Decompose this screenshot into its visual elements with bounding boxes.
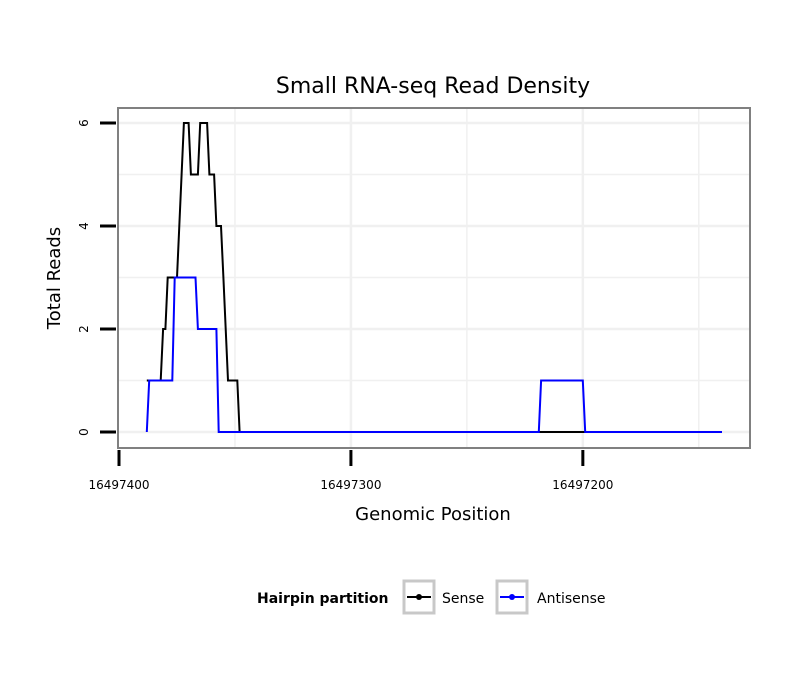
x-axis-title: Genomic Position	[355, 504, 511, 525]
grid	[118, 108, 750, 448]
x-axis: 16497400 16497300 16497200	[88, 450, 613, 492]
legend-label-sense: Sense	[442, 591, 484, 607]
y-tick-label: 2	[77, 325, 91, 333]
legend-marker-sense	[416, 594, 422, 600]
legend: Hairpin partition Sense Antisense	[257, 579, 606, 615]
series-line-antisense	[145, 276, 722, 433]
legend-title: Hairpin partition	[257, 591, 388, 607]
legend-item-sense: Sense	[402, 579, 484, 615]
y-tick-label: 6	[77, 119, 91, 127]
x-tick-label: 16497300	[320, 478, 381, 492]
y-axis-title: Total Reads	[44, 227, 65, 330]
y-axis: 0 2 4 6	[77, 119, 116, 436]
x-tick-label: 16497200	[552, 478, 613, 492]
legend-label-antisense: Antisense	[537, 591, 606, 607]
y-tick-label: 4	[77, 222, 91, 230]
series-group	[145, 122, 722, 433]
plot-panel	[117, 107, 751, 449]
chart-title: Small RNA-seq Read Density	[276, 74, 590, 99]
x-tick-label: 16497400	[88, 478, 149, 492]
series-line-sense	[146, 122, 722, 433]
y-tick-label: 0	[77, 428, 91, 436]
legend-item-antisense: Antisense	[495, 579, 606, 615]
legend-marker-antisense	[509, 594, 515, 600]
